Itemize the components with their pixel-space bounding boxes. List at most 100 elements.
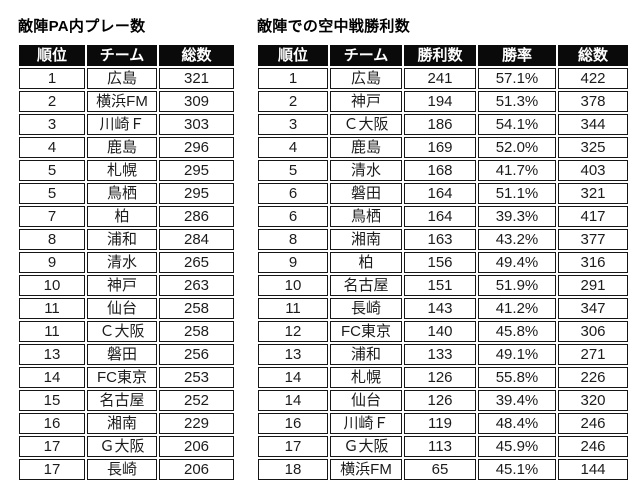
column-header: 順位	[19, 45, 85, 66]
table-cell: 長崎	[87, 459, 157, 480]
table-row: 7 柏 286	[19, 206, 234, 227]
pa-plays-title: 敵陣PA内プレー数	[18, 18, 146, 35]
table-cell: 10	[258, 275, 328, 296]
table-cell: 284	[159, 229, 234, 250]
table-cell: 164	[404, 206, 476, 227]
table-cell: 49.1%	[478, 344, 556, 365]
table-cell: 8	[258, 229, 328, 250]
table-cell: 51.1%	[478, 183, 556, 204]
table-cell: 名古屋	[87, 390, 157, 411]
column-header: チーム	[330, 45, 402, 66]
table-cell: 303	[159, 114, 234, 135]
table-row: 17 Ｇ大阪 113 45.9% 246	[258, 436, 628, 457]
table-cell: 246	[558, 436, 628, 457]
table-row: 9 柏 156 49.4% 316	[258, 252, 628, 273]
table-row: 17 Ｇ大阪 206	[19, 436, 234, 457]
table-row: 18 横浜FM 65 45.1% 144	[258, 459, 628, 480]
table-row: 11 Ｃ大阪 258	[19, 321, 234, 342]
table-cell: 119	[404, 413, 476, 434]
table-row: 17 長崎 206	[19, 459, 234, 480]
table-cell: 2	[258, 91, 328, 112]
table-row: 2 横浜FM 309	[19, 91, 234, 112]
table-cell: 14	[258, 367, 328, 388]
table-cell: FC東京	[330, 321, 402, 342]
column-header: 勝率	[478, 45, 556, 66]
table-cell: 295	[159, 183, 234, 204]
table-cell: 126	[404, 390, 476, 411]
table-cell: 3	[258, 114, 328, 135]
table-cell: 151	[404, 275, 476, 296]
table-cell: 10	[19, 275, 85, 296]
table-cell: 194	[404, 91, 476, 112]
table-cell: 広島	[87, 68, 157, 89]
table-cell: 45.1%	[478, 459, 556, 480]
table-row: 6 鳥栖 164 39.3% 417	[258, 206, 628, 227]
table-row: 2 神戸 194 51.3% 378	[258, 91, 628, 112]
table-row: 11 仙台 258	[19, 298, 234, 319]
table-cell: 8	[19, 229, 85, 250]
table-cell: 271	[558, 344, 628, 365]
table-cell: 229	[159, 413, 234, 434]
table-row: 13 磐田 256	[19, 344, 234, 365]
table-cell: 仙台	[87, 298, 157, 319]
table-cell: 41.7%	[478, 160, 556, 181]
aerial-wins-title: 敵陣での空中戦勝利数	[257, 18, 411, 35]
table-cell: FC東京	[87, 367, 157, 388]
table-cell: 186	[404, 114, 476, 135]
table-row: 14 仙台 126 39.4% 320	[258, 390, 628, 411]
table-cell: 306	[558, 321, 628, 342]
table-cell: 252	[159, 390, 234, 411]
table-row: 8 浦和 284	[19, 229, 234, 250]
table-cell: 65	[404, 459, 476, 480]
table-cell: 51.9%	[478, 275, 556, 296]
table-cell: 206	[159, 459, 234, 480]
table-cell: 422	[558, 68, 628, 89]
table-cell: 320	[558, 390, 628, 411]
table-cell: 258	[159, 321, 234, 342]
table-row: 3 川崎Ｆ 303	[19, 114, 234, 135]
table-cell: 57.1%	[478, 68, 556, 89]
table-cell: 9	[258, 252, 328, 273]
table-cell: 309	[159, 91, 234, 112]
table-cell: 206	[159, 436, 234, 457]
table-row: 9 清水 265	[19, 252, 234, 273]
table-cell: 清水	[87, 252, 157, 273]
table-row: 10 名古屋 151 51.9% 291	[258, 275, 628, 296]
table-cell: 256	[159, 344, 234, 365]
table-cell: 246	[558, 413, 628, 434]
table-cell: 17	[19, 436, 85, 457]
table-row: 11 長崎 143 41.2% 347	[258, 298, 628, 319]
table-cell: 13	[19, 344, 85, 365]
table-cell: 鳥栖	[87, 183, 157, 204]
table-row: 6 磐田 164 51.1% 321	[258, 183, 628, 204]
column-header: 総数	[558, 45, 628, 66]
pa-plays-section: 敵陣PA内プレー数 順位 チーム 総数 1 広島 321 2 横浜FM 309 3 川崎Ｆ 303 4…	[17, 15, 236, 482]
table-cell: 48.4%	[478, 413, 556, 434]
table-cell: 403	[558, 160, 628, 181]
aerial-wins-section: 敵陣での空中戦勝利数 順位 チーム 勝利数 勝率 総数 1 広島 241 57.1% 422 2 神…	[256, 15, 630, 482]
table-cell: 15	[19, 390, 85, 411]
table-cell: 名古屋	[330, 275, 402, 296]
table-cell: 4	[258, 137, 328, 158]
table-cell: 札幌	[87, 160, 157, 181]
table-cell: 清水	[330, 160, 402, 181]
table-cell: 湘南	[87, 413, 157, 434]
table-cell: 川崎Ｆ	[330, 413, 402, 434]
table-cell: Ｇ大阪	[87, 436, 157, 457]
table-cell: 鹿島	[87, 137, 157, 158]
pa-plays-table: 順位 チーム 総数 1 広島 321 2 横浜FM 309 3 川崎Ｆ 303 4 鹿島 296 5 札幌 29…	[17, 43, 236, 482]
table-row: 4 鹿島 296	[19, 137, 234, 158]
table-cell: 265	[159, 252, 234, 273]
table-cell: 磐田	[87, 344, 157, 365]
table-cell: 39.3%	[478, 206, 556, 227]
table-row: 5 清水 168 41.7% 403	[258, 160, 628, 181]
table-cell: 321	[159, 68, 234, 89]
table-row: 1 広島 321	[19, 68, 234, 89]
table-cell: 54.1%	[478, 114, 556, 135]
table-cell: 湘南	[330, 229, 402, 250]
column-header: チーム	[87, 45, 157, 66]
table-cell: Ｃ大阪	[87, 321, 157, 342]
table-cell: 140	[404, 321, 476, 342]
table-cell: 16	[19, 413, 85, 434]
